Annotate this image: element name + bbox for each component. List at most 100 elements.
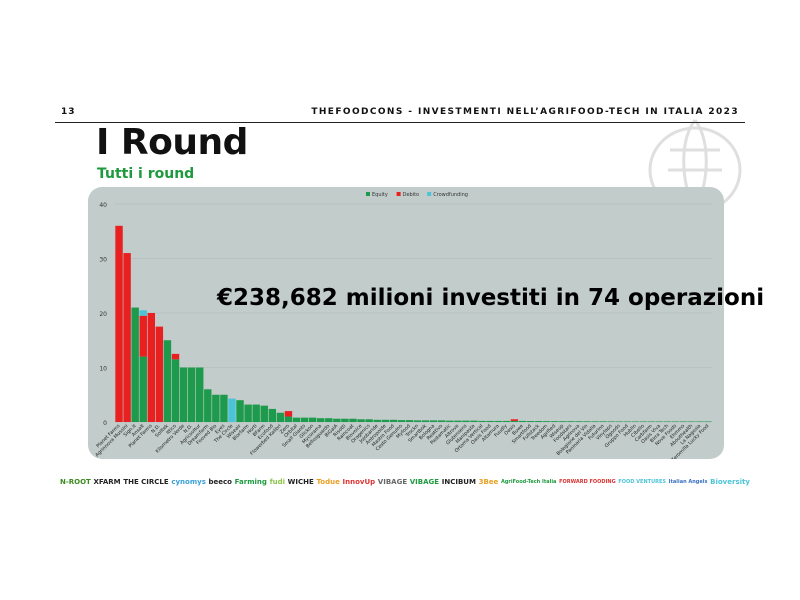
page-title: I Round [96, 122, 248, 163]
partner-logo: Farming [234, 478, 267, 486]
bar-equity [244, 404, 252, 422]
bar-equity [542, 421, 551, 422]
y-tick-label: 40 [99, 202, 107, 209]
legend-label: Equity [372, 192, 388, 198]
bar-equity [333, 418, 341, 422]
bar-equity [260, 405, 268, 422]
bar-equity [220, 394, 228, 422]
bar-debito [139, 315, 147, 357]
bar-equity [429, 420, 438, 422]
legend-swatch [366, 192, 370, 196]
partner-logo: beeco [208, 478, 232, 486]
bar-equity [607, 421, 615, 422]
bar-equity [195, 367, 204, 422]
bar-equity [680, 421, 688, 422]
partner-logo: VIBAGE [377, 478, 408, 486]
bar-debito [510, 419, 519, 421]
page-number: 13 [61, 107, 76, 117]
x-tick-label: N.D. [182, 423, 194, 435]
bar-equity [583, 421, 591, 422]
bar-equity [575, 421, 583, 422]
bar-equity [365, 419, 373, 422]
bar-equity [502, 420, 510, 422]
bar-equity [341, 418, 349, 422]
partner-logo: InnovUp [342, 478, 376, 486]
legend-swatch [396, 192, 401, 196]
bar-debito [171, 353, 180, 360]
bar-equity [655, 421, 664, 422]
bar-equity [308, 417, 317, 422]
bar-debito [115, 225, 123, 422]
y-tick-label: 10 [99, 366, 107, 373]
bar-equity [631, 421, 640, 422]
x-tick-label: Agrinnova Mussini [94, 423, 129, 458]
bar-equity [494, 420, 502, 422]
bar-equity [179, 367, 188, 422]
partner-logo: cynomys [171, 478, 206, 486]
bar-equity [292, 417, 301, 422]
bar-equity [357, 419, 365, 422]
bar-equity [163, 340, 172, 422]
bar-equity [349, 418, 357, 422]
page-subtitle: Tutti i round [97, 166, 195, 182]
bar-equity [284, 416, 293, 422]
legend-label: Debito [403, 192, 420, 198]
bar-equity [639, 421, 648, 422]
bar-equity [486, 420, 494, 422]
bar-equity [268, 408, 277, 422]
bar-equity [446, 420, 454, 422]
bar-equity [413, 420, 422, 422]
bar-equity [518, 420, 527, 422]
y-tick-label: 20 [99, 311, 107, 318]
bar-equity [187, 367, 196, 422]
partner-logo: Bioversity [710, 478, 750, 486]
bar-equity [478, 420, 486, 422]
page-header: 13 THEFOODCONS - INVESTMENTI NELL’AGRIFO… [55, 104, 745, 123]
partner-logo: THE CIRCLE [123, 478, 169, 486]
bar-debito [155, 326, 164, 422]
bar-equity [317, 418, 325, 422]
partner-logo: N-ROOT [60, 478, 91, 486]
bar-equity [704, 421, 712, 422]
bar-equity [300, 417, 309, 422]
bar-equity [397, 420, 406, 422]
bar-equity [438, 420, 446, 422]
bar-equity [325, 418, 333, 422]
bar-crowdfunding [139, 310, 147, 316]
bar-equity [212, 394, 220, 422]
bar-crowdfunding [228, 398, 236, 422]
bar-equity [421, 420, 430, 422]
bar-debito [147, 313, 156, 422]
partner-logo-strip: N-ROOT XFARM THE CIRCLE cynomys beeco Farming… [60, 472, 750, 492]
bar-debito [123, 253, 131, 422]
legend-label: Crowdfunding [433, 192, 468, 198]
bar-equity [671, 421, 680, 422]
partner-logo: WICHE [287, 478, 314, 486]
bar-equity [373, 419, 381, 422]
bar-equity [688, 421, 696, 422]
bar-equity [623, 421, 632, 422]
bar-equity [470, 420, 478, 422]
bar-equity [663, 421, 672, 422]
bar-debito [284, 411, 293, 417]
bar-equity [591, 421, 599, 422]
y-tick-label: 0 [103, 420, 107, 427]
partner-logo: FORWARD FOODING [559, 479, 616, 485]
bar-equity [534, 421, 543, 422]
bar-equity [204, 389, 212, 422]
bar-equity [567, 421, 575, 422]
bar-equity [647, 421, 656, 422]
partner-logo: AgriFood-Tech Italia [500, 479, 557, 485]
bar-equity [171, 359, 180, 422]
bar-equity [139, 356, 147, 422]
partner-logo: Italian Angels [668, 479, 708, 485]
legend-swatch [427, 192, 432, 196]
bar-equity [696, 421, 704, 422]
partner-logo: INCIBUM [441, 478, 476, 486]
header-title: THEFOODCONS - INVESTMENTI NELL’AGRIFOOD-… [311, 107, 739, 117]
partner-logo: Todue [316, 478, 340, 486]
chart-panel: 0 10 20 30 40 Equity Debito Crowdfunding Planet … [88, 187, 724, 459]
bar-equity [276, 412, 285, 422]
bar-equity [462, 420, 470, 422]
